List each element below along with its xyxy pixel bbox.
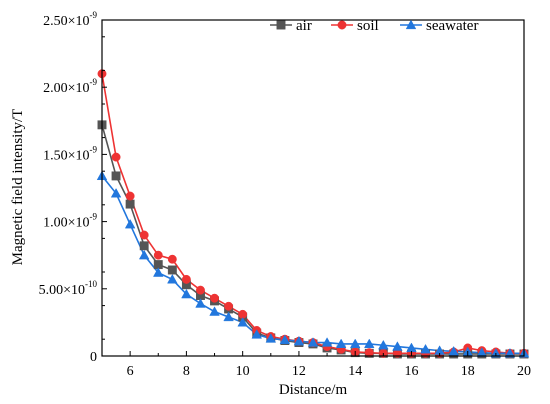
legend-seawater-label: seawater (426, 18, 478, 34)
seawater-data-point (321, 337, 333, 347)
soil-data-point (181, 274, 191, 284)
x-tick-label: 18 (461, 364, 475, 379)
soil-data-point (364, 348, 374, 358)
x-tick-label: 10 (236, 364, 250, 379)
tick-marks (101, 19, 525, 357)
seawater-data-point (265, 333, 277, 343)
legend: air soil seawater (270, 18, 478, 34)
seawater-series-line (101, 175, 524, 355)
y-tick-label: 2.50×10-9 (43, 10, 97, 29)
y-tick-label: 1.00×10-9 (43, 212, 97, 231)
seawater-data-point (195, 298, 206, 308)
seawater-data-point (167, 274, 178, 284)
y-tick-label: 0 (90, 350, 97, 365)
seawater-data-point (124, 218, 136, 229)
legend-soil-label: soil (357, 18, 379, 34)
seawater-data-point (392, 341, 403, 351)
legend-air-marker (276, 20, 286, 30)
x-tick-label: 6 (127, 364, 134, 379)
y-tick-label: 5.00×10-10 (39, 279, 98, 298)
x-tick-label: 12 (292, 364, 306, 379)
legend-air-label: air (296, 18, 312, 34)
x-tick-label: 14 (348, 364, 362, 379)
air-data-point (111, 171, 121, 181)
seawater-data-point (153, 267, 164, 277)
plot-frame (101, 19, 525, 357)
soil-data-point (167, 254, 177, 264)
seawater-data-point (335, 338, 347, 349)
seawater-data-point (223, 311, 234, 322)
seawater-data-point (378, 339, 389, 350)
tick-labels: 6 8 10 12 14 16 18 20 0 5.00×10-10 1.00×10-9 1.50×1… (39, 10, 531, 379)
legend-seawater-marker (405, 19, 417, 30)
seawater-data-point (251, 329, 262, 339)
seawater-data-point (504, 347, 516, 358)
x-tick-label: 8 (183, 364, 190, 379)
legend-soil-marker (337, 20, 347, 30)
x-tick-label: 20 (517, 364, 531, 379)
seawater-data-point (448, 345, 459, 356)
seawater-data-point (420, 343, 431, 354)
series-markers (96, 69, 530, 359)
air-data-point (167, 265, 177, 275)
seawater-data-point (110, 188, 122, 198)
y-axis-label: Magnetic field intensity/T (10, 109, 26, 266)
soil-data-point (153, 250, 163, 260)
series-lines (101, 73, 524, 355)
seawater-data-point (279, 334, 291, 344)
seawater-data-point (490, 347, 502, 358)
soil-data-point (139, 230, 149, 240)
soil-data-point (125, 191, 135, 201)
x-axis-label: Distance/m (279, 382, 348, 398)
seawater-data-point (293, 335, 305, 346)
seawater-data-point (138, 249, 150, 260)
air-series-line (101, 124, 524, 355)
soil-data-point (196, 285, 205, 295)
air-data-point (139, 241, 149, 251)
axes (101, 19, 525, 357)
x-tick-label: 16 (404, 364, 418, 379)
soil-data-point (111, 152, 121, 162)
soil-data-point (210, 293, 219, 303)
soil-series-line (101, 73, 524, 355)
seawater-data-point (307, 337, 319, 347)
y-tick-label: 2.00×10-9 (43, 77, 97, 96)
seawater-data-point (209, 306, 220, 316)
seawater-data-point (181, 288, 192, 299)
seawater-data-point (364, 338, 375, 349)
soil-data-point (224, 301, 234, 311)
y-tick-label: 1.50×10-9 (43, 144, 97, 163)
seawater-data-point (237, 317, 248, 327)
seawater-data-point (349, 338, 361, 349)
air-data-point (125, 199, 135, 209)
